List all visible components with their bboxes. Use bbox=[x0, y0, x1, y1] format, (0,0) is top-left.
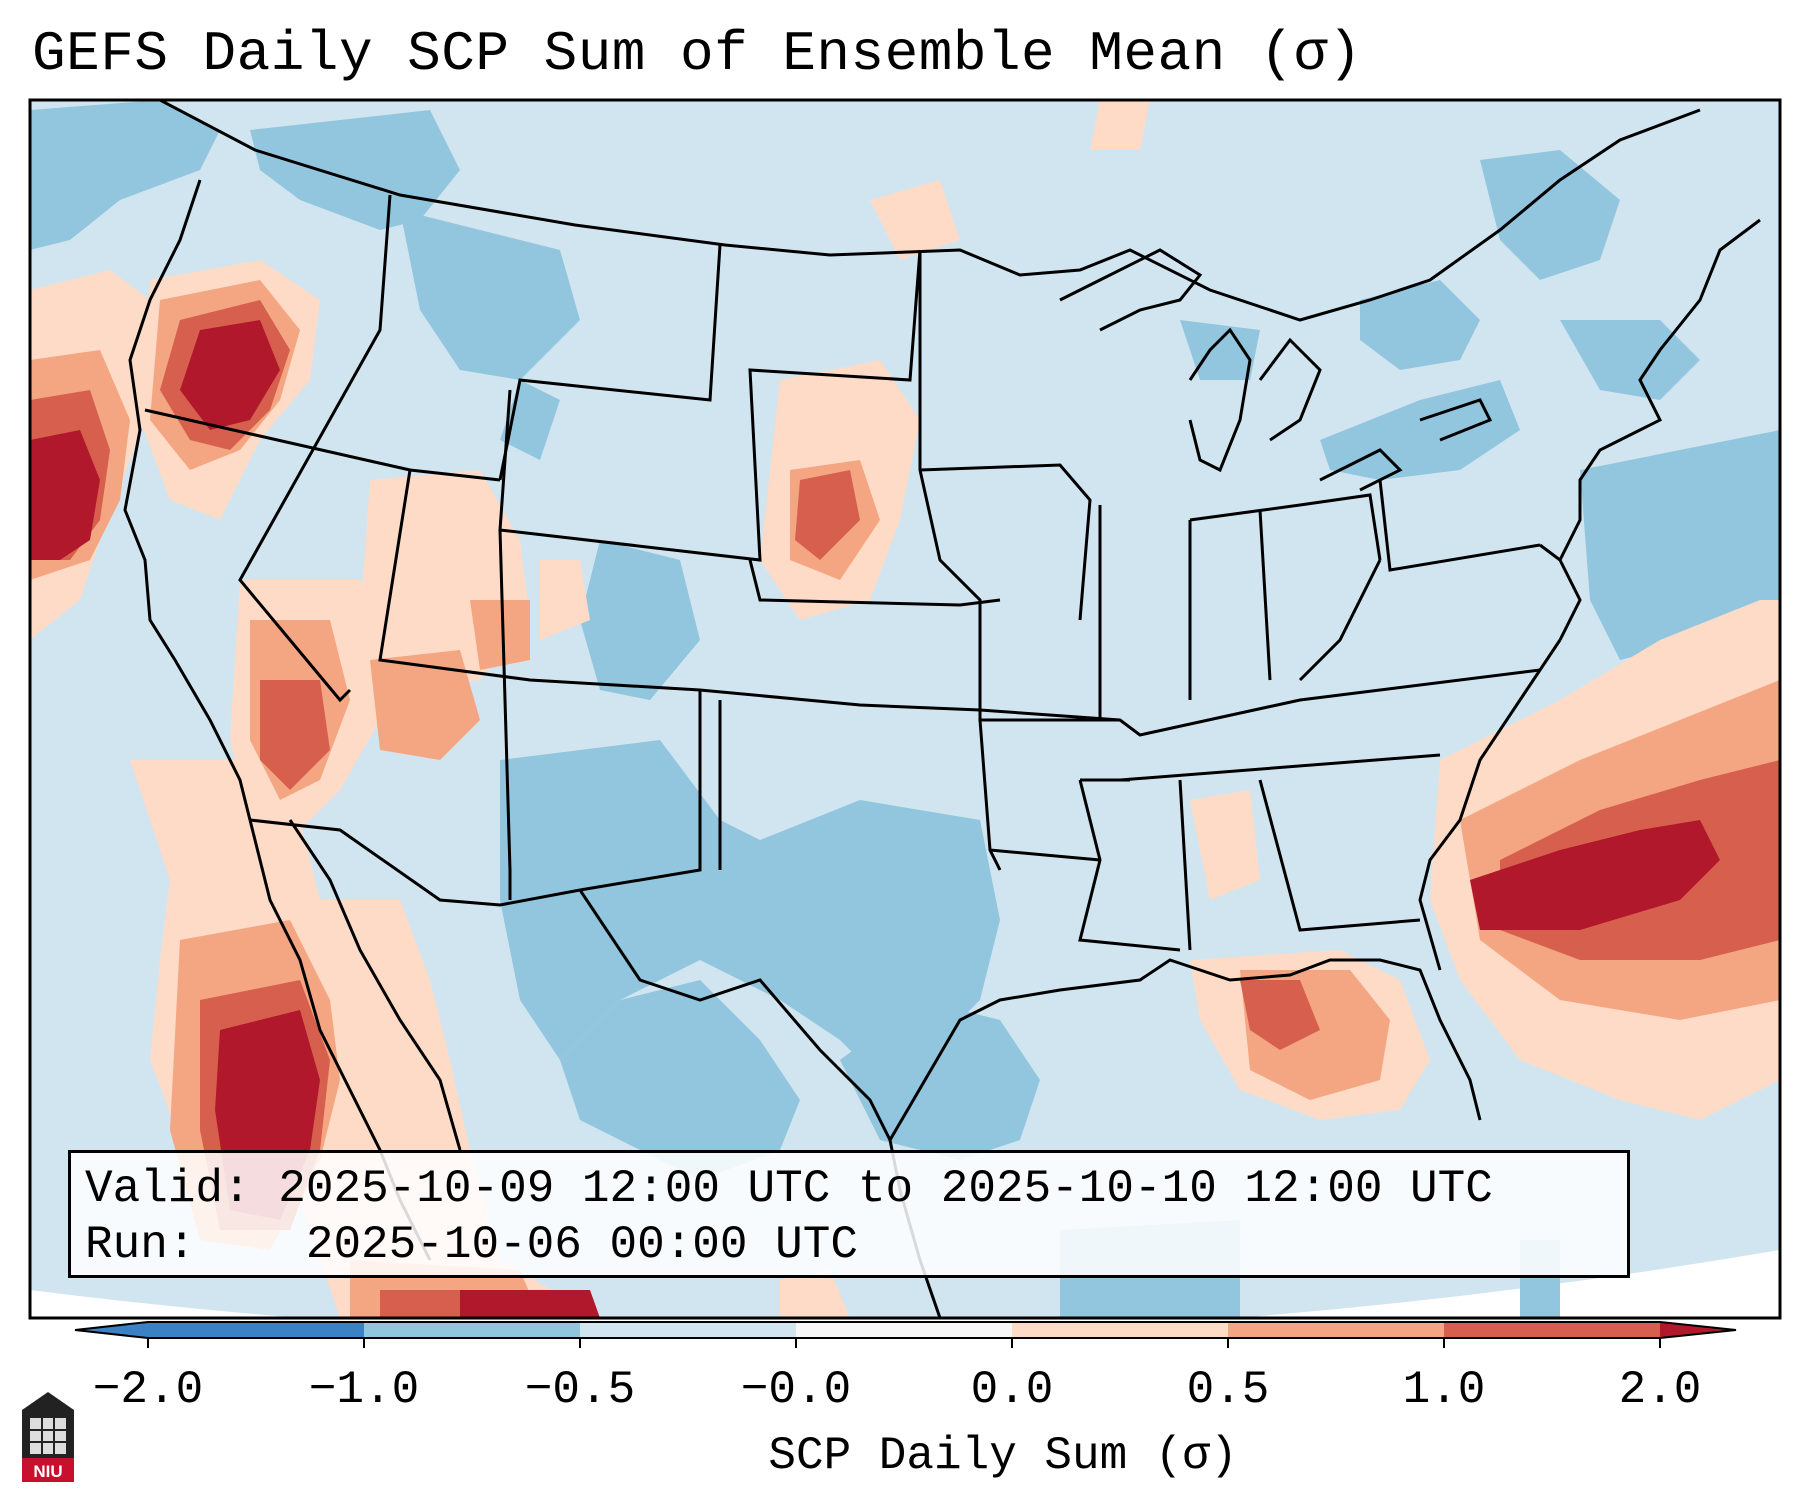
colorbar-tick-label: −0.0 bbox=[740, 1364, 852, 1416]
info-box: Valid: 2025-10-09 12:00 UTC to 2025-10-1… bbox=[68, 1150, 1630, 1278]
colorbar bbox=[74, 1321, 1737, 1348]
anomaly-field bbox=[30, 100, 1780, 1318]
valid-value: 2025-10-09 12:00 UTC to 2025-10-10 12:00… bbox=[278, 1163, 1493, 1215]
logo-grid-icon bbox=[30, 1418, 66, 1454]
run-value: 2025-10-06 00:00 UTC bbox=[305, 1219, 858, 1271]
colorbar-tick-label: 0.0 bbox=[970, 1364, 1054, 1416]
niu-logo: NIU bbox=[22, 1392, 74, 1482]
negative-anomaly-patches bbox=[30, 100, 1780, 1318]
colorbar-tick-label: −1.0 bbox=[308, 1364, 420, 1416]
colorbar-tick-label: 2.0 bbox=[1618, 1364, 1702, 1416]
colorbar-tick-label: 0.5 bbox=[1186, 1364, 1270, 1416]
colorbar-segment bbox=[796, 1322, 1012, 1338]
colorbar-tick-label: 1.0 bbox=[1402, 1364, 1486, 1416]
colorbar-tick-label: −2.0 bbox=[92, 1364, 204, 1416]
colorbar-segment bbox=[364, 1322, 580, 1338]
colorbar-extend-low bbox=[75, 1322, 148, 1338]
projection-edge bbox=[30, 1250, 1780, 1318]
run-label: Run: bbox=[85, 1219, 196, 1271]
colorbar-tick-label: −0.5 bbox=[524, 1364, 636, 1416]
colorbar-segment bbox=[148, 1322, 364, 1338]
colorbar-segment bbox=[580, 1322, 796, 1338]
logo-window-icon bbox=[30, 1418, 66, 1454]
colorbar-ticks bbox=[147, 1338, 1661, 1348]
colorbar-label: SCP Daily Sum (σ) bbox=[768, 1430, 1238, 1482]
run-line: Run: 2025-10-06 00:00 UTC bbox=[85, 1217, 1613, 1273]
colorbar-segment bbox=[1012, 1322, 1228, 1338]
logo-banner bbox=[22, 1458, 74, 1482]
valid-label: Valid: bbox=[85, 1163, 251, 1215]
colorbar-segment bbox=[1228, 1322, 1444, 1338]
logo-text: NIU bbox=[33, 1462, 62, 1481]
map-frame bbox=[28, 98, 1782, 1320]
colorbar-extend-high bbox=[1660, 1322, 1736, 1338]
page-title: GEFS Daily SCP Sum of Ensemble Mean (σ) bbox=[32, 22, 1363, 86]
state-boundaries bbox=[123, 100, 1761, 1318]
valid-line: Valid: 2025-10-09 12:00 UTC to 2025-10-1… bbox=[85, 1161, 1613, 1217]
colorbar-segment bbox=[1444, 1322, 1660, 1338]
